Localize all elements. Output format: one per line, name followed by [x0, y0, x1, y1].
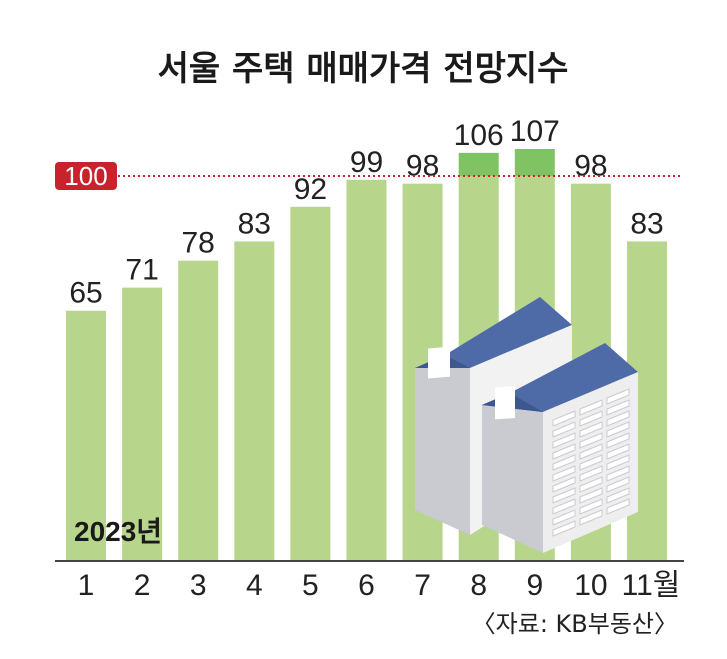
x-tick-label: 11월: [622, 569, 681, 602]
x-tick-label: 2: [134, 569, 151, 602]
x-ticks: 1 2 3 4 5 6 7 8 9 10 11월: [78, 569, 681, 602]
chart-title: 서울 주택 매매가격 전망지수: [158, 49, 569, 89]
x-tick-label: 5: [302, 569, 319, 602]
bar: [290, 206, 331, 561]
x-tick-label: 8: [470, 569, 487, 602]
source-label: 〈자료: KB부동산〉: [472, 610, 678, 638]
bar-value-label: 99: [350, 146, 383, 179]
year-label: 2023년: [74, 516, 162, 547]
bar-value-label: 71: [125, 254, 158, 287]
bar-value-label: 98: [574, 150, 607, 183]
building-illustration: [415, 297, 638, 553]
bar: [66, 310, 106, 561]
bar: [234, 241, 275, 562]
bar: [178, 260, 219, 561]
bar-value-label: 65: [69, 277, 102, 310]
bar-value-label: 107: [510, 115, 560, 148]
bar-value-label: 98: [406, 150, 439, 183]
bar: [122, 287, 163, 561]
bar-highlight-segment: [458, 152, 499, 176]
bar-value-label: 106: [454, 119, 504, 152]
reference-label: 100: [64, 161, 107, 191]
x-tick-label: 6: [358, 569, 375, 602]
bar-value-label: 78: [182, 227, 215, 260]
bar-value-label: 83: [630, 207, 663, 240]
bar: [346, 179, 387, 561]
x-tick-label: 1: [78, 569, 95, 602]
x-tick-label: 9: [526, 569, 543, 602]
x-tick-label: 3: [190, 569, 207, 602]
reference-badge: [55, 161, 117, 190]
bar-highlight-segment: [514, 149, 555, 176]
bar-value-label: 83: [238, 207, 271, 240]
x-tick-label: 10: [574, 569, 607, 602]
x-tick-label: 7: [414, 569, 431, 602]
bar-value-label: 92: [294, 173, 327, 206]
x-tick-label: 4: [246, 569, 263, 602]
